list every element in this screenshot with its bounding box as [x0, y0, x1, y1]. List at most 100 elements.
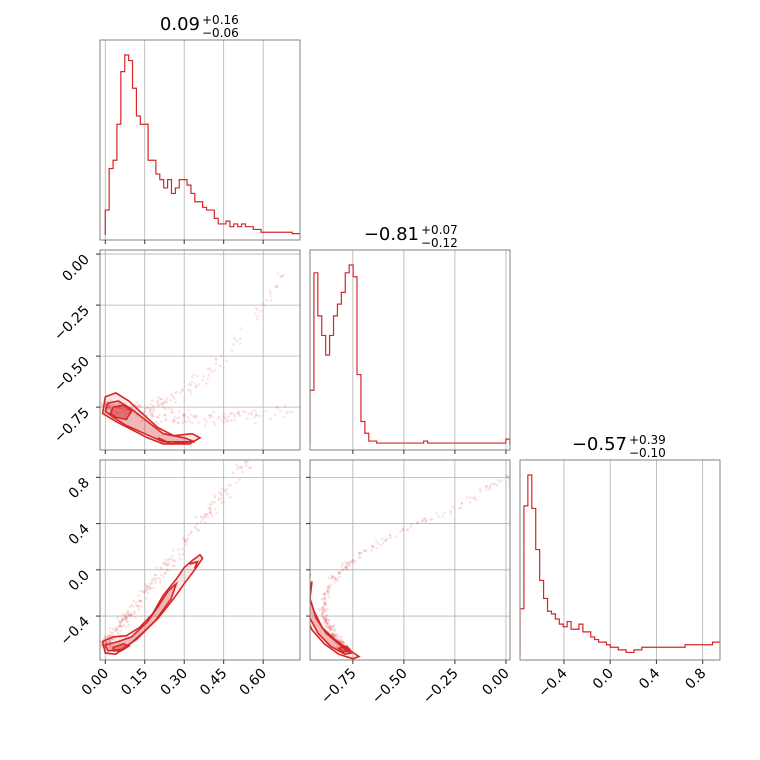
- scatter-point: [173, 419, 176, 422]
- scatter-point: [173, 559, 176, 563]
- scatter-point: [364, 549, 368, 553]
- scatter-point: [420, 519, 423, 523]
- scatter-point: [338, 639, 341, 642]
- x-tick-label-var1: 0.00: [479, 666, 512, 699]
- scatter-point: [131, 605, 135, 608]
- scatter-point: [107, 640, 111, 643]
- scatter-point: [254, 413, 257, 417]
- scatter-point: [252, 443, 255, 446]
- scatter-point: [112, 409, 116, 412]
- scatter-point: [337, 571, 340, 574]
- scatter-point: [115, 616, 119, 620]
- scatter-point: [399, 530, 402, 533]
- scatter-point: [268, 437, 271, 440]
- scatter-point: [213, 369, 217, 372]
- scatter-point: [153, 573, 157, 577]
- y-tick-label-var1: 0.00: [59, 252, 92, 285]
- scatter-point: [182, 413, 186, 416]
- scatter-point: [124, 613, 127, 616]
- scatter-point: [109, 638, 112, 642]
- scatter-point: [114, 410, 117, 414]
- scatter-point: [157, 422, 160, 425]
- scatter-point: [327, 585, 331, 589]
- scatter-point: [238, 326, 242, 330]
- scatter-point: [203, 514, 207, 518]
- scatter-point: [149, 586, 152, 590]
- scatter-point: [290, 403, 293, 406]
- scatter-point: [261, 302, 264, 305]
- scatter-point: [351, 558, 354, 562]
- scatter-point: [117, 411, 121, 415]
- scatter-point: [496, 478, 500, 482]
- scatter-point: [111, 633, 115, 637]
- scatter-point: [113, 402, 116, 406]
- scatter-point: [276, 272, 280, 275]
- scatter-point: [161, 404, 164, 408]
- x-tick-label-var2: 0.0: [590, 666, 617, 693]
- scatter-point: [170, 410, 173, 414]
- scatter-point: [148, 409, 152, 413]
- scatter-point: [164, 571, 168, 575]
- scatter-point: [371, 545, 375, 549]
- scatter-point: [172, 558, 176, 562]
- scatter-point: [506, 475, 510, 478]
- scatter-point: [124, 616, 127, 620]
- scatter-point: [188, 382, 191, 386]
- scatter-point: [222, 415, 225, 418]
- scatter-point: [202, 374, 206, 378]
- scatter-point: [255, 318, 259, 321]
- scatter-point: [273, 424, 276, 427]
- scatter-point: [163, 413, 167, 417]
- scatter-point: [458, 507, 461, 510]
- scatter-point: [209, 509, 212, 512]
- scatter-point: [118, 414, 121, 417]
- scatter-point: [286, 410, 290, 413]
- scatter-point: [328, 624, 331, 628]
- scatter-point: [108, 405, 111, 408]
- scatter-point: [291, 399, 294, 402]
- scatter-point: [339, 638, 342, 642]
- scatter-point: [171, 549, 175, 552]
- scatter-point: [287, 417, 290, 420]
- y-tick-label-var2: 0.8: [66, 475, 93, 502]
- scatter-point: [150, 579, 154, 583]
- scatter-point: [188, 389, 192, 392]
- scatter-point: [154, 573, 158, 577]
- y-tick-label-var1: −0.75: [51, 405, 93, 447]
- x-tick-label-var1: −0.25: [420, 666, 462, 708]
- scatter-point: [332, 624, 335, 628]
- scatter-point: [254, 451, 257, 454]
- scatter-point: [144, 590, 148, 593]
- scatter-point: [204, 521, 207, 525]
- scatter-point: [238, 465, 242, 469]
- scatter-point: [260, 436, 263, 439]
- scatter-point: [283, 404, 287, 407]
- x-tick-label-var1: −0.75: [318, 666, 360, 708]
- scatter-point: [128, 613, 131, 617]
- scatter-point: [194, 384, 198, 388]
- scatter-point: [126, 616, 129, 620]
- scatter-point: [319, 607, 323, 611]
- scatter-point: [173, 416, 176, 419]
- scatter-point: [331, 633, 334, 637]
- scatter-point: [174, 400, 177, 404]
- scatter-point: [234, 481, 238, 484]
- scatter-point: [182, 416, 186, 419]
- scatter-point: [327, 584, 331, 587]
- scatter-point: [209, 413, 212, 417]
- scatter-point: [122, 406, 125, 409]
- scatter-point: [127, 411, 130, 415]
- scatter-point: [329, 628, 333, 632]
- scatter-point: [253, 422, 257, 425]
- scatter-point: [256, 314, 260, 318]
- scatter-point: [342, 641, 346, 645]
- scatter-point: [114, 412, 118, 415]
- scatter-point: [270, 295, 273, 298]
- panels: 0.00 0.15 0.30 0.45 0.60 −0.75 −0.50 −0.25 0.00−…: [51, 39, 721, 708]
- scatter-point: [152, 407, 156, 410]
- scatter-point: [104, 640, 108, 644]
- scatter-point: [210, 415, 213, 418]
- scatter-point: [324, 603, 327, 607]
- scatter-point: [336, 637, 339, 640]
- scatter-point: [156, 404, 160, 408]
